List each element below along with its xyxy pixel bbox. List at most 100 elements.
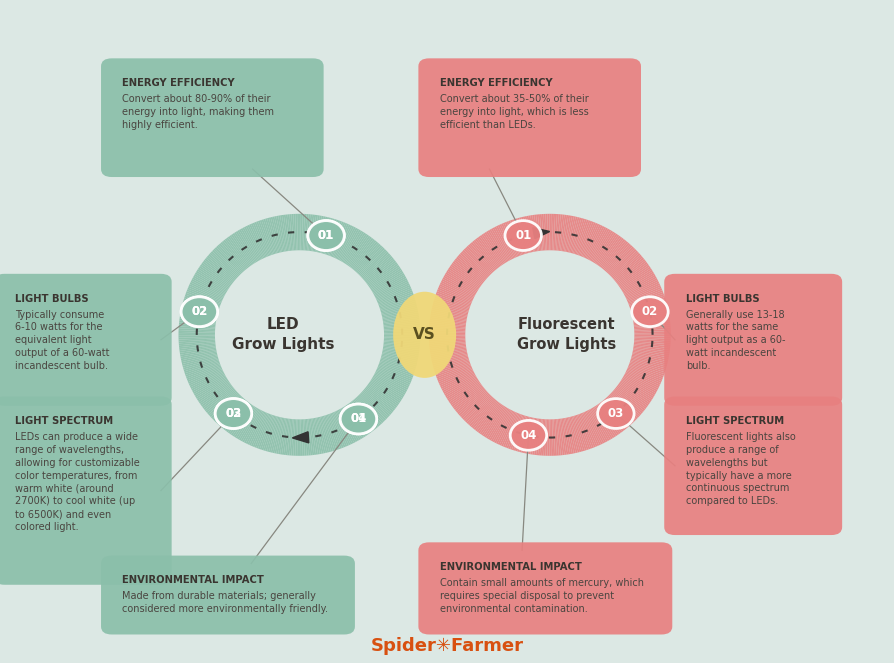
Polygon shape xyxy=(601,238,624,268)
Polygon shape xyxy=(193,375,226,394)
Polygon shape xyxy=(633,314,670,322)
Polygon shape xyxy=(332,223,347,257)
Polygon shape xyxy=(536,214,542,251)
Polygon shape xyxy=(582,412,597,447)
Text: LIGHT SPECTRUM: LIGHT SPECTRUM xyxy=(15,416,114,426)
Polygon shape xyxy=(355,244,381,272)
Polygon shape xyxy=(179,343,215,349)
Polygon shape xyxy=(555,419,559,455)
Polygon shape xyxy=(366,259,395,283)
Polygon shape xyxy=(198,267,229,289)
Polygon shape xyxy=(635,331,670,333)
Polygon shape xyxy=(586,226,604,259)
Polygon shape xyxy=(335,411,352,444)
Polygon shape xyxy=(228,403,250,434)
Polygon shape xyxy=(565,216,574,252)
Polygon shape xyxy=(293,214,297,251)
Polygon shape xyxy=(212,250,240,276)
Polygon shape xyxy=(634,320,670,326)
Polygon shape xyxy=(579,221,594,256)
Polygon shape xyxy=(291,419,295,455)
Polygon shape xyxy=(384,340,420,344)
Polygon shape xyxy=(269,416,280,452)
Polygon shape xyxy=(381,303,417,314)
Polygon shape xyxy=(336,410,354,444)
Polygon shape xyxy=(271,217,281,253)
Polygon shape xyxy=(331,222,345,257)
Polygon shape xyxy=(544,419,547,455)
Polygon shape xyxy=(260,220,273,255)
FancyBboxPatch shape xyxy=(418,58,641,177)
Polygon shape xyxy=(454,387,484,410)
Polygon shape xyxy=(573,416,585,451)
Polygon shape xyxy=(181,350,216,359)
Polygon shape xyxy=(634,344,670,350)
Polygon shape xyxy=(255,222,269,257)
Polygon shape xyxy=(556,214,561,251)
Polygon shape xyxy=(460,253,488,278)
Polygon shape xyxy=(237,407,257,440)
Polygon shape xyxy=(433,357,468,368)
Polygon shape xyxy=(197,380,229,400)
Polygon shape xyxy=(619,265,650,287)
Polygon shape xyxy=(631,303,667,314)
Polygon shape xyxy=(361,392,389,418)
Polygon shape xyxy=(542,214,545,251)
Polygon shape xyxy=(540,214,544,251)
Polygon shape xyxy=(328,221,342,256)
Polygon shape xyxy=(437,365,471,381)
Polygon shape xyxy=(519,416,530,452)
Polygon shape xyxy=(606,396,632,424)
Polygon shape xyxy=(634,324,670,328)
Polygon shape xyxy=(379,361,415,374)
Polygon shape xyxy=(532,418,539,455)
Polygon shape xyxy=(558,419,562,455)
Polygon shape xyxy=(456,389,485,413)
Polygon shape xyxy=(615,257,644,282)
Polygon shape xyxy=(326,414,340,450)
Text: Convert about 80-90% of their
energy into light, making them
highly efficient.: Convert about 80-90% of their energy int… xyxy=(122,94,274,130)
Polygon shape xyxy=(602,239,625,269)
Polygon shape xyxy=(429,320,466,326)
Polygon shape xyxy=(561,418,569,455)
Polygon shape xyxy=(383,314,419,322)
Polygon shape xyxy=(359,249,386,276)
Polygon shape xyxy=(446,379,478,399)
Polygon shape xyxy=(373,274,406,294)
Polygon shape xyxy=(185,294,220,308)
Polygon shape xyxy=(286,419,291,455)
Polygon shape xyxy=(507,414,521,448)
Polygon shape xyxy=(382,305,417,315)
Polygon shape xyxy=(367,262,397,285)
Polygon shape xyxy=(438,368,473,384)
Polygon shape xyxy=(312,418,320,454)
Polygon shape xyxy=(565,418,574,453)
Polygon shape xyxy=(567,418,576,453)
Polygon shape xyxy=(597,235,620,266)
Polygon shape xyxy=(561,215,567,251)
Polygon shape xyxy=(485,232,505,264)
Polygon shape xyxy=(616,259,645,283)
Polygon shape xyxy=(444,376,477,396)
Polygon shape xyxy=(633,349,669,357)
Polygon shape xyxy=(434,298,469,310)
Polygon shape xyxy=(629,362,664,376)
Polygon shape xyxy=(266,218,277,254)
Polygon shape xyxy=(455,387,485,411)
Polygon shape xyxy=(568,417,578,453)
Polygon shape xyxy=(612,391,640,416)
Polygon shape xyxy=(308,419,314,455)
Polygon shape xyxy=(579,414,594,448)
Polygon shape xyxy=(443,276,477,294)
Polygon shape xyxy=(214,249,240,275)
Polygon shape xyxy=(365,257,393,282)
Polygon shape xyxy=(633,310,669,319)
Polygon shape xyxy=(244,227,262,260)
Polygon shape xyxy=(231,234,253,265)
Polygon shape xyxy=(314,418,322,454)
Polygon shape xyxy=(217,245,243,272)
Polygon shape xyxy=(429,326,466,330)
Polygon shape xyxy=(585,412,601,446)
Polygon shape xyxy=(432,354,468,364)
Polygon shape xyxy=(429,343,466,349)
